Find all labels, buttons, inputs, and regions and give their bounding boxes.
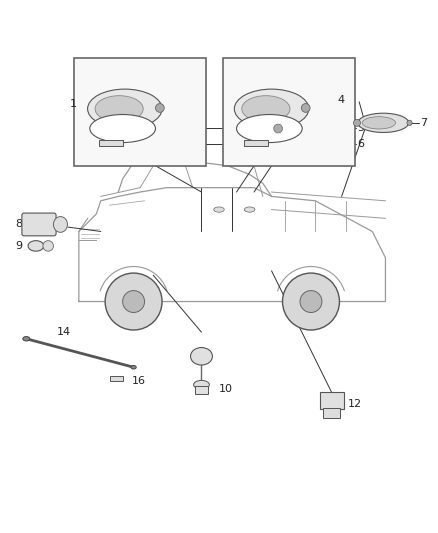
Ellipse shape (234, 89, 309, 128)
Ellipse shape (214, 207, 224, 212)
Ellipse shape (242, 96, 290, 122)
Bar (195, 386, 208, 393)
Circle shape (123, 290, 145, 312)
Ellipse shape (194, 381, 209, 389)
Ellipse shape (53, 216, 67, 232)
Bar (74, 59, 206, 166)
Ellipse shape (353, 119, 360, 126)
Bar (244, 140, 268, 146)
Bar (110, 376, 123, 381)
Text: 6: 6 (357, 139, 364, 149)
Ellipse shape (358, 113, 409, 133)
Ellipse shape (237, 115, 302, 142)
Ellipse shape (88, 89, 162, 128)
Circle shape (105, 273, 162, 330)
Text: 12: 12 (347, 399, 361, 409)
Ellipse shape (191, 348, 212, 365)
Bar (223, 59, 355, 166)
Ellipse shape (90, 115, 155, 142)
Text: 5: 5 (357, 123, 364, 133)
Ellipse shape (28, 241, 44, 251)
Ellipse shape (43, 241, 53, 251)
Text: 7: 7 (420, 118, 427, 128)
Text: 8: 8 (15, 219, 22, 229)
Bar (320, 392, 344, 409)
Text: 14: 14 (57, 327, 71, 337)
Ellipse shape (274, 124, 283, 133)
Text: 4: 4 (337, 95, 344, 105)
Text: 16: 16 (131, 376, 145, 386)
Text: 2: 2 (223, 123, 230, 133)
Bar (99, 140, 123, 146)
Text: 9: 9 (15, 241, 22, 251)
Ellipse shape (95, 96, 143, 122)
Circle shape (283, 273, 339, 330)
Circle shape (300, 290, 322, 312)
Text: 3: 3 (223, 139, 230, 149)
Ellipse shape (301, 103, 310, 112)
Text: 1: 1 (70, 100, 77, 109)
Ellipse shape (131, 366, 136, 369)
Ellipse shape (407, 120, 412, 125)
Ellipse shape (362, 117, 396, 129)
Bar (323, 408, 340, 418)
FancyBboxPatch shape (22, 213, 56, 236)
Ellipse shape (244, 207, 255, 212)
Ellipse shape (23, 336, 30, 341)
Ellipse shape (155, 103, 164, 112)
Text: 10: 10 (219, 384, 233, 394)
